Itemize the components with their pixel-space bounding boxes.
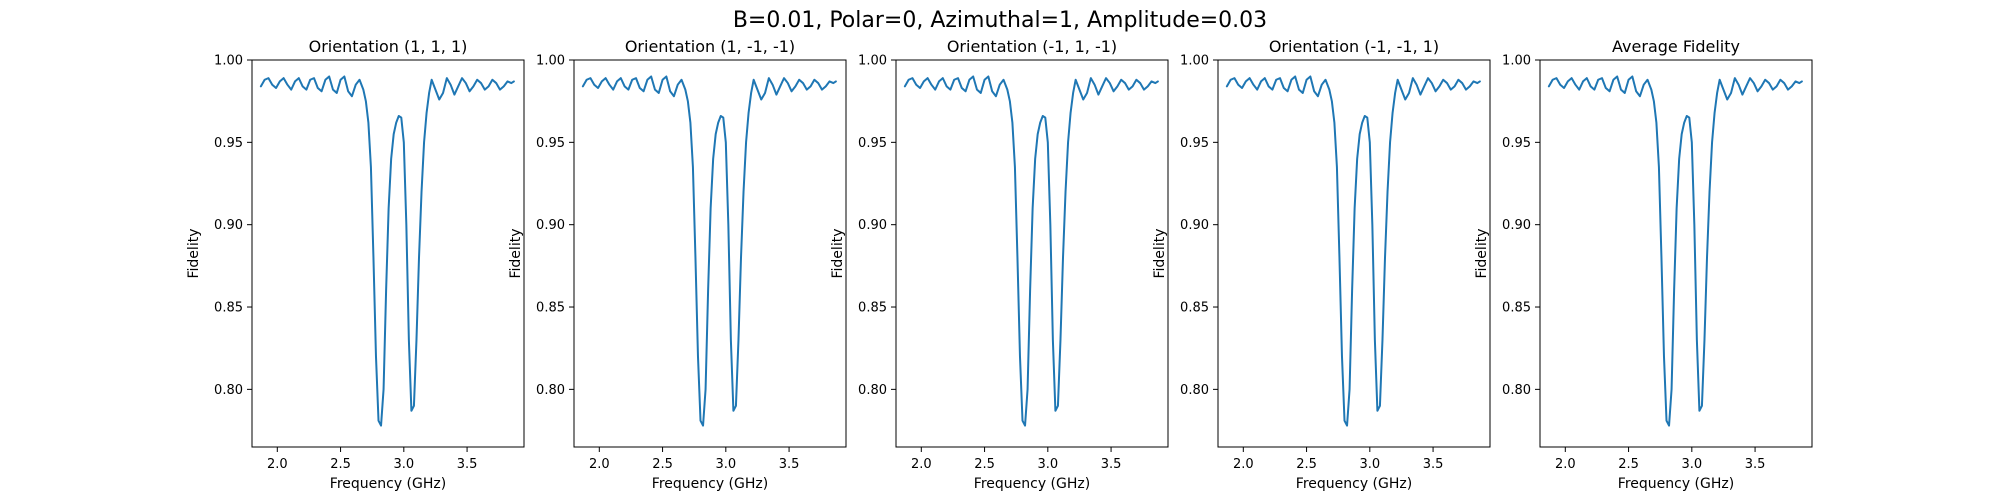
x-tick-label: 2.5 [330,457,351,472]
x-tick-label: 2.0 [589,457,610,472]
y-axis-label: Fidelity [1474,229,1490,279]
subplot-1: Orientation (1, 1, 1) 2.0 2.5 3.0 3.5 0.80 0.8… [186,37,525,492]
x-tick-label: 2.5 [1296,457,1317,472]
x-tick-label: 2.0 [911,457,932,472]
y-tick-label: 0.80 [858,383,887,398]
fidelity-series-line [259,75,515,427]
y-tick-label: 0.80 [1502,383,1531,398]
y-tick-label: 0.95 [858,136,887,151]
x-axis-label: Frequency (GHz) [1296,476,1412,492]
subplot-2: Orientation (1, -1, -1) 2.0 2.5 3.0 3.5 0.80 0… [508,37,847,492]
x-axis-label: Frequency (GHz) [330,476,446,492]
y-tick-label: 0.80 [214,383,243,398]
y-tick-label: 0.90 [214,218,243,233]
fidelity-series-line [581,75,837,427]
y-tick-label: 0.80 [1180,383,1209,398]
x-tick-label: 2.5 [1618,457,1639,472]
subplot-title: Orientation (1, -1, -1) [625,37,795,56]
x-tick-label: 3.5 [457,457,478,472]
y-tick-label: 1.00 [858,54,887,69]
x-tick-label: 3.0 [1037,457,1058,472]
fidelity-series-line [1547,75,1803,427]
y-tick-label: 0.90 [1180,218,1209,233]
fidelity-series-line [903,75,1159,427]
y-tick-label: 0.85 [1502,301,1531,316]
x-tick-label: 2.0 [1555,457,1576,472]
x-tick-label: 2.0 [267,457,288,472]
subplot-grid: Orientation (1, 1, 1) 2.0 2.5 3.0 3.5 0.80 0.8… [186,37,1813,492]
subplot-5: Average Fidelity 2.0 2.5 3.0 3.5 0.80 0.85 0.90… [1474,37,1813,492]
y-tick-label: 1.00 [214,54,243,69]
y-tick-label: 0.85 [858,301,887,316]
x-tick-label: 3.5 [1423,457,1444,472]
x-tick-label: 3.0 [715,457,736,472]
subplot-4: Orientation (-1, -1, 1) 2.0 2.5 3.0 3.5 0.80 0… [1152,37,1491,492]
y-axis-label: Fidelity [186,229,202,279]
y-tick-label: 0.90 [1502,218,1531,233]
y-tick-label: 0.85 [536,301,565,316]
y-axis-label: Fidelity [830,229,846,279]
y-tick-label: 1.00 [536,54,565,69]
fidelity-series-line [1225,75,1481,427]
axes-frame [895,59,1169,448]
x-tick-label: 3.0 [1359,457,1380,472]
y-axis-label: Fidelity [508,229,524,279]
y-tick-label: 0.90 [536,218,565,233]
axes-frame [1539,59,1813,448]
y-tick-label: 0.95 [1502,136,1531,151]
subplot-title: Orientation (1, 1, 1) [309,37,468,56]
x-tick-label: 3.5 [1101,457,1122,472]
subplot-title: Average Fidelity [1612,37,1740,56]
subplot-title: Orientation (-1, 1, -1) [947,37,1117,56]
y-tick-label: 0.80 [536,383,565,398]
y-tick-label: 0.85 [214,301,243,316]
figure-suptitle: B=0.01, Polar=0, Azimuthal=1, Amplitude=… [733,8,1267,33]
y-tick-label: 0.90 [858,218,887,233]
x-tick-label: 3.0 [393,457,414,472]
axes-frame [573,59,847,448]
y-tick-label: 1.00 [1502,54,1531,69]
x-tick-label: 2.0 [1233,457,1254,472]
y-tick-label: 0.95 [536,136,565,151]
x-tick-label: 2.5 [974,457,995,472]
y-axis-label: Fidelity [1152,229,1168,279]
y-tick-label: 0.95 [1180,136,1209,151]
subplot-title: Orientation (-1, -1, 1) [1269,37,1439,56]
axes-frame [251,59,525,448]
axes-frame [1217,59,1491,448]
x-tick-label: 3.5 [779,457,800,472]
x-axis-label: Frequency (GHz) [652,476,768,492]
x-tick-label: 2.5 [652,457,673,472]
x-axis-label: Frequency (GHz) [1618,476,1734,492]
x-tick-label: 3.5 [1745,457,1766,472]
x-axis-label: Frequency (GHz) [974,476,1090,492]
x-tick-label: 3.0 [1681,457,1702,472]
y-tick-label: 1.00 [1180,54,1209,69]
subplot-3: Orientation (-1, 1, -1) 2.0 2.5 3.0 3.5 0.80 0… [830,37,1169,492]
y-tick-label: 0.85 [1180,301,1209,316]
y-tick-label: 0.95 [214,136,243,151]
